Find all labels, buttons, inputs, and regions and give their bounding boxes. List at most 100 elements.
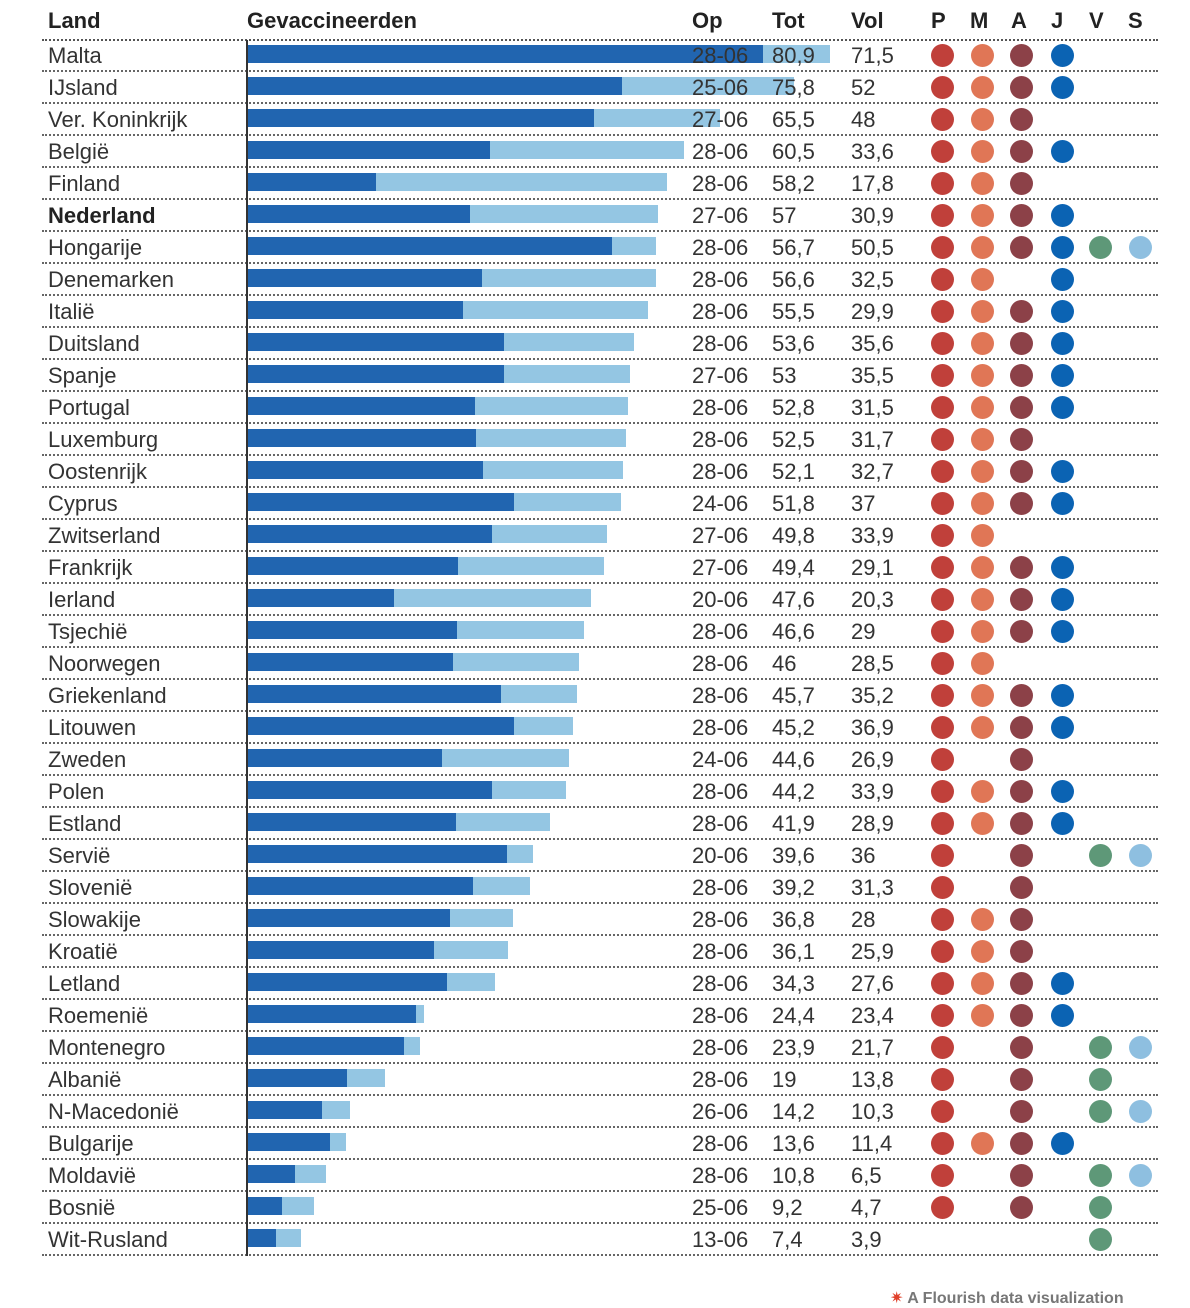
table-row[interactable]: Cyprus 24-06 51,8 37 [42,488,1158,520]
table-row[interactable]: Zwitserland 27-06 49,8 33,9 [42,520,1158,552]
total-value: 36,8 [772,907,815,932]
vaccine-a-dot [1010,1196,1033,1219]
country-name: IJsland [48,75,118,100]
vaccine-m-dot [971,76,994,99]
total-value: 23,9 [772,1035,815,1060]
country-name: N-Macedonië [48,1099,179,1124]
vaccine-a-dot [1010,460,1033,483]
table-row[interactable]: Nederland 27-06 57 30,9 [42,200,1158,232]
table-row[interactable]: Letland 28-06 34,3 27,6 [42,968,1158,1000]
table-row[interactable]: Wit-Rusland 13-06 7,4 3,9 [42,1224,1158,1256]
full-value: 3,9 [851,1227,882,1252]
total-value: 24,4 [772,1003,815,1028]
bar-fully-vaccinated [248,109,594,127]
header-vaccine-a: A [1011,8,1027,33]
total-value: 45,7 [772,683,815,708]
full-value: 35,5 [851,363,894,388]
country-name: Roemenië [48,1003,149,1028]
total-value: 75,8 [772,75,815,100]
full-value: 25,9 [851,939,894,964]
date-value: 28-06 [692,971,749,996]
country-name: Noorwegen [48,651,161,676]
table-row[interactable]: Roemenië 28-06 24,4 23,4 [42,1000,1158,1032]
date-value: 28-06 [692,331,749,356]
total-value: 51,8 [772,491,815,516]
table-row[interactable]: Luxemburg 28-06 52,5 31,7 [42,424,1158,456]
table-row[interactable]: Bulgarije 28-06 13,6 11,4 [42,1128,1158,1160]
bar-fully-vaccinated [248,813,457,831]
vaccine-p-dot [931,588,954,611]
table-row[interactable]: Ver. Koninkrijk 27-06 65,5 48 [42,104,1158,136]
table-row[interactable]: Oostenrijk 28-06 52,1 32,7 [42,456,1158,488]
table-row[interactable]: Slowakije 28-06 36,8 28 [42,904,1158,936]
total-value: 9,2 [772,1195,803,1220]
vaccine-m-dot [971,780,994,803]
bar-axis [246,936,248,968]
table-row[interactable]: Kroatië 28-06 36,1 25,9 [42,936,1158,968]
date-value: 28-06 [692,43,749,68]
total-value: 47,6 [772,587,815,612]
table-row[interactable]: Polen 28-06 44,2 33,9 [42,776,1158,808]
vaccine-p-dot [931,1132,954,1155]
date-value: 28-06 [692,1163,749,1188]
table-row[interactable]: Finland 28-06 58,2 17,8 [42,168,1158,200]
vaccine-m-dot [971,140,994,163]
bar-fully-vaccinated [248,237,612,255]
table-row[interactable]: Griekenland 28-06 45,7 35,2 [42,680,1158,712]
total-value: 56,7 [772,235,815,260]
full-value: 37 [851,491,876,516]
table-row[interactable]: Duitsland 28-06 53,6 35,6 [42,328,1158,360]
vaccine-s-dot [1129,1036,1152,1059]
table-row[interactable]: Zweden 24-06 44,6 26,9 [42,744,1158,776]
vaccine-j-dot [1051,332,1074,355]
total-value: 13,6 [772,1131,815,1156]
country-name: België [48,139,110,164]
total-value: 39,6 [772,843,815,868]
table-row[interactable]: Denemarken 28-06 56,6 32,5 [42,264,1158,296]
total-value: 53,6 [772,331,815,356]
table-row[interactable]: Italië 28-06 55,5 29,9 [42,296,1158,328]
table-row[interactable]: IJsland 25-06 75,8 52 [42,72,1158,104]
bar-fully-vaccinated [248,909,450,927]
bar-fully-vaccinated [248,525,493,543]
table-row[interactable]: Servië 20-06 39,6 36 [42,840,1158,872]
vaccine-a-dot [1010,140,1033,163]
table-row[interactable]: Portugal 28-06 52,8 31,5 [42,392,1158,424]
table-row[interactable]: Bosnië 25-06 9,2 4,7 [42,1192,1158,1224]
table-row[interactable]: Noorwegen 28-06 46 28,5 [42,648,1158,680]
table-row[interactable]: Moldavië 28-06 10,8 6,5 [42,1160,1158,1192]
vaccine-m-dot [971,684,994,707]
vaccine-a-dot [1010,300,1033,323]
full-value: 4,7 [851,1195,882,1220]
table-row[interactable]: België 28-06 60,5 33,6 [42,136,1158,168]
table-row[interactable]: Ierland 20-06 47,6 20,3 [42,584,1158,616]
table-row[interactable]: Litouwen 28-06 45,2 36,9 [42,712,1158,744]
flourish-credit[interactable]: ✷ A Flourish data visualization [890,1288,1124,1308]
country-name: Kroatië [48,939,118,964]
table-row[interactable]: Malta 28-06 80,9 71,5 [42,40,1158,72]
table-row[interactable]: Spanje 27-06 53 35,5 [42,360,1158,392]
table-row[interactable]: Tsjechië 28-06 46,6 29 [42,616,1158,648]
date-value: 27-06 [692,203,749,228]
table-row[interactable]: Frankrijk 27-06 49,4 29,1 [42,552,1158,584]
full-value: 33,6 [851,139,894,164]
table-row[interactable]: N-Macedonië 26-06 14,2 10,3 [42,1096,1158,1128]
bar-axis [246,488,248,520]
table-row[interactable]: Montenegro 28-06 23,9 21,7 [42,1032,1158,1064]
table-row[interactable]: Hongarije 28-06 56,7 50,5 [42,232,1158,264]
table-row[interactable]: Albanië 28-06 19 13,8 [42,1064,1158,1096]
full-value: 26,9 [851,747,894,772]
bar-fully-vaccinated [248,429,477,447]
vaccine-a-dot [1010,1036,1033,1059]
country-name: Cyprus [48,491,118,516]
table-row[interactable]: Estland 28-06 41,9 28,9 [42,808,1158,840]
table-row[interactable]: Slovenië 28-06 39,2 31,3 [42,872,1158,904]
country-name: Denemarken [48,267,174,292]
vaccine-a-dot [1010,780,1033,803]
full-value: 10,3 [851,1099,894,1124]
vaccine-m-dot [971,908,994,931]
vaccine-p-dot [931,972,954,995]
vaccine-a-dot [1010,428,1033,451]
vaccine-p-dot [931,1196,954,1219]
country-name: Ierland [48,587,116,612]
